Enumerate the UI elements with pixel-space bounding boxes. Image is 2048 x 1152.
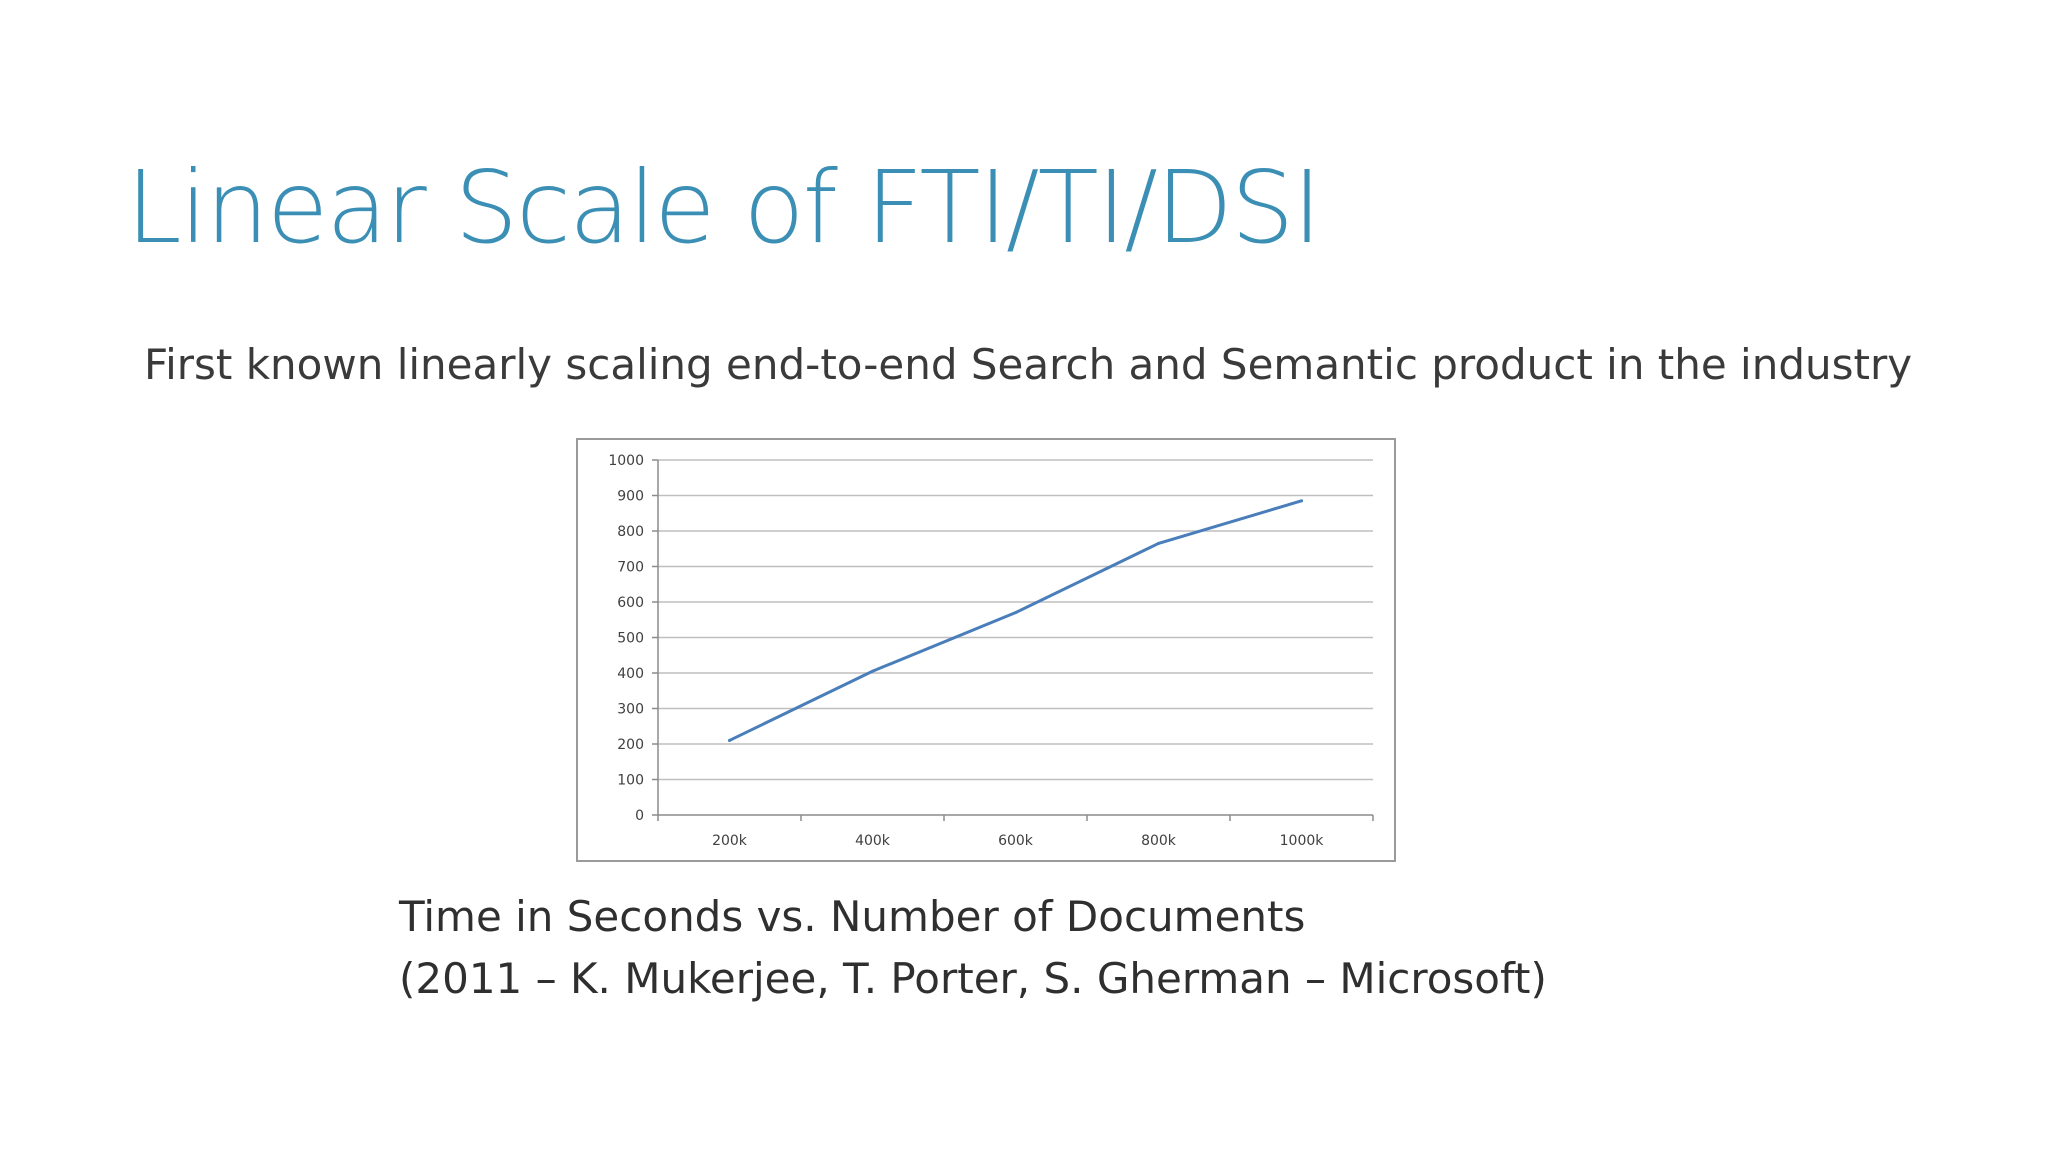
y-tick-label: 700 bbox=[617, 560, 644, 576]
slide-title: Linear Scale of FTI/TI/DSI bbox=[126, 149, 1322, 266]
x-tick-label: 600k bbox=[998, 833, 1034, 849]
data-point bbox=[1300, 499, 1303, 503]
line-chart: 0 100 200 300 400 500 600 700 800 900 1000 200k 400k… bbox=[608, 453, 1374, 849]
y-tick-label: 200 bbox=[617, 737, 644, 753]
data-point bbox=[728, 738, 731, 742]
y-tick-label: 800 bbox=[617, 524, 644, 540]
series bbox=[728, 499, 1303, 742]
data-point bbox=[871, 669, 874, 673]
chart-caption: Time in Seconds vs. Number of Documents bbox=[399, 892, 1306, 941]
y-tick-label: 1000 bbox=[608, 453, 644, 469]
x-tick-label: 200k bbox=[712, 833, 748, 849]
gridlines bbox=[658, 459, 1373, 781]
y-tick-label: 600 bbox=[617, 595, 644, 611]
axes bbox=[652, 459, 1374, 821]
y-tick-label: 900 bbox=[617, 489, 644, 505]
chart-citation: (2011 – K. Mukerjee, T. Porter, S. Gherm… bbox=[399, 954, 1547, 1003]
x-tick-label: 400k bbox=[855, 833, 891, 849]
y-tick-label: 100 bbox=[617, 773, 644, 789]
x-tick-label: 800k bbox=[1141, 833, 1177, 849]
chart-frame: 0 100 200 300 400 500 600 700 800 900 1000 200k 400k… bbox=[576, 438, 1396, 862]
data-point bbox=[1157, 541, 1160, 545]
y-tick-label: 500 bbox=[617, 631, 644, 647]
y-tick-label: 0 bbox=[635, 808, 644, 824]
y-tick-label: 300 bbox=[617, 702, 644, 718]
tick-labels: 0 100 200 300 400 500 600 700 800 900 1000 200k 400k… bbox=[608, 453, 1324, 849]
y-tick-label: 400 bbox=[617, 666, 644, 682]
x-tick-label: 1000k bbox=[1280, 833, 1325, 849]
series-line bbox=[728, 499, 1303, 742]
slide-subtitle: First known linearly scaling end-to-end … bbox=[144, 340, 1913, 389]
data-point bbox=[1014, 611, 1017, 615]
